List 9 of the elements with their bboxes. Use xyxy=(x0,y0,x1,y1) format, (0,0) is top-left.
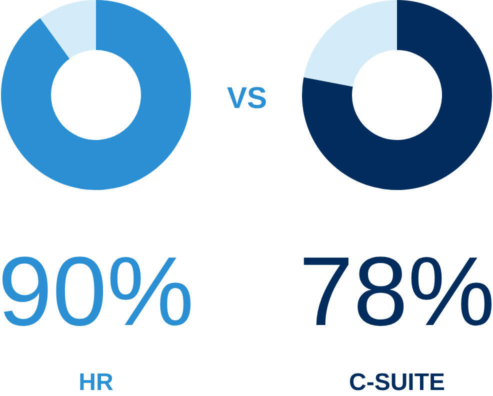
donut-slice xyxy=(1,0,191,190)
donut-slice xyxy=(302,0,492,190)
text: C-SUITE xyxy=(349,369,445,396)
data-label: 90% xyxy=(0,236,194,346)
donut-slice xyxy=(304,0,397,87)
text: HR xyxy=(78,369,114,396)
data-label: 78% xyxy=(298,236,493,346)
text: VS xyxy=(226,82,268,115)
donut-slice xyxy=(40,0,96,59)
